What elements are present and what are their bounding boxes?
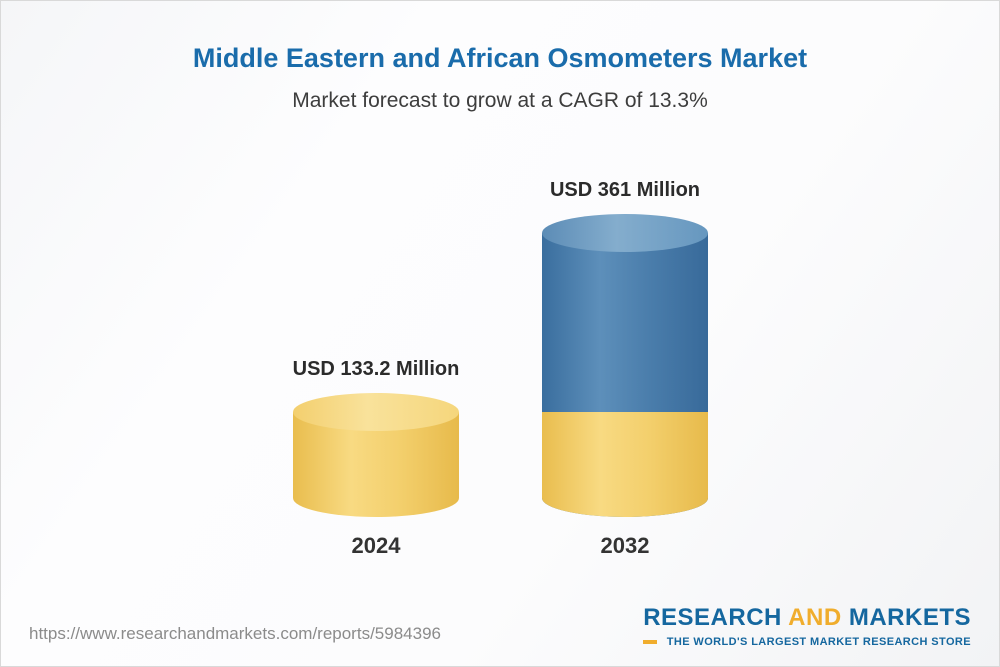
bar-group-2032: USD 361 Million 2032 bbox=[540, 179, 710, 559]
value-label-2024: USD 133.2 Million bbox=[292, 358, 460, 380]
logo-accent-bar bbox=[643, 640, 657, 644]
report-url: https://www.researchandmarkets.com/repor… bbox=[29, 624, 441, 643]
logo-wordmark: RESEARCH AND MARKETS bbox=[643, 604, 971, 632]
bar-2032-cylinder bbox=[542, 214, 708, 517]
logo-word-and: AND bbox=[788, 604, 842, 631]
logo-word-markets: MARKETS bbox=[848, 604, 971, 631]
bar-2032-cylinder-top bbox=[542, 214, 708, 252]
chart-subtitle: Market forecast to grow at a CAGR of 13.… bbox=[292, 89, 708, 112]
axis-label-2032: 2032 bbox=[600, 533, 650, 558]
axis-label-2024: 2024 bbox=[351, 533, 401, 558]
logo-tagline: THE WORLD'S LARGEST MARKET RESEARCH STOR… bbox=[666, 636, 971, 648]
logo-word-research: RESEARCH bbox=[643, 604, 782, 631]
logo-tagline-row: THE WORLD'S LARGEST MARKET RESEARCH STOR… bbox=[643, 636, 971, 648]
bar-group-2024: USD 133.2 Million 2024 bbox=[291, 358, 461, 559]
chart-title: Middle Eastern and African Osmometers Ma… bbox=[192, 43, 808, 73]
bar-2032-base-segment bbox=[542, 412, 708, 517]
bar-2024-cylinder bbox=[293, 393, 459, 517]
value-label-2032: USD 361 Million bbox=[549, 179, 701, 201]
research-and-markets-logo: RESEARCH AND MARKETS THE WORLD'S LARGEST… bbox=[643, 604, 971, 648]
bar-2024-cylinder-top bbox=[293, 393, 459, 431]
